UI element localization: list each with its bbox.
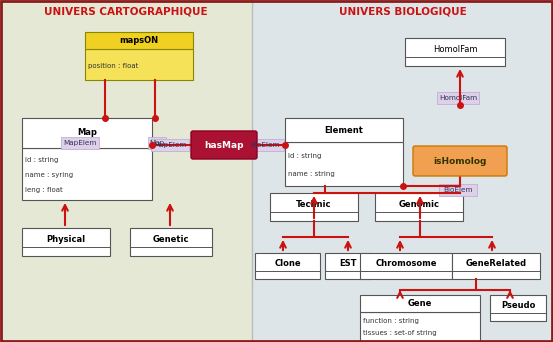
Text: Genetic: Genetic	[153, 235, 189, 244]
Bar	[61, 137, 99, 149]
Bar	[360, 295, 480, 312]
Bar	[452, 253, 540, 279]
Bar	[246, 139, 284, 151]
Bar	[360, 253, 452, 279]
Bar	[151, 139, 189, 151]
Text: HomolFam: HomolFam	[433, 45, 477, 54]
Bar	[255, 253, 320, 279]
Text: GeneRelated: GeneRelated	[466, 259, 526, 268]
Bar	[85, 49, 193, 80]
Bar	[439, 184, 477, 196]
Text: BioElem: BioElem	[251, 142, 280, 148]
Text: name : syring: name : syring	[25, 171, 73, 177]
Bar	[325, 253, 370, 279]
Text: EST: EST	[339, 259, 356, 268]
Text: tissues : set-of string: tissues : set-of string	[363, 330, 437, 336]
Text: MapElem: MapElem	[63, 140, 97, 146]
Bar	[22, 118, 152, 147]
Bar	[0, 0, 252, 342]
Text: Element: Element	[325, 126, 363, 135]
Text: Clone: Clone	[274, 259, 301, 268]
Bar	[130, 228, 212, 256]
Bar	[490, 295, 546, 321]
FancyBboxPatch shape	[191, 131, 257, 159]
Text: Pseudo: Pseudo	[501, 301, 535, 310]
Text: mapsON: mapsON	[119, 36, 159, 45]
Text: Id : string: Id : string	[25, 157, 59, 162]
Bar	[22, 228, 110, 256]
Bar	[270, 193, 358, 221]
FancyBboxPatch shape	[413, 146, 507, 176]
Text: HomolFam: HomolFam	[439, 95, 477, 101]
Text: isHomolog: isHomolog	[434, 157, 487, 166]
Bar	[22, 147, 152, 200]
Bar	[85, 32, 193, 49]
Bar	[375, 193, 463, 221]
Text: Id : string: Id : string	[288, 154, 321, 159]
Text: MapElem: MapElem	[153, 142, 187, 148]
Bar	[285, 143, 403, 186]
Text: Map: Map	[149, 140, 165, 146]
Text: function : string: function : string	[363, 318, 419, 324]
Text: Gene: Gene	[408, 299, 432, 308]
Text: BioElem: BioElem	[444, 187, 473, 193]
Text: position : float: position : float	[88, 63, 138, 69]
Text: UNIVERS BIOLOGIQUE: UNIVERS BIOLOGIQUE	[338, 7, 466, 17]
Text: Map: Map	[77, 128, 97, 137]
Text: Genomic: Genomic	[399, 200, 440, 209]
Bar	[148, 137, 166, 149]
Text: Physical: Physical	[46, 235, 86, 244]
Text: name : string: name : string	[288, 171, 335, 177]
Bar	[252, 0, 553, 342]
Text: UNIVERS CARTOGRAPHIQUE: UNIVERS CARTOGRAPHIQUE	[44, 7, 208, 17]
Bar	[405, 38, 505, 66]
Bar	[437, 92, 479, 104]
Text: Chromosome: Chromosome	[375, 259, 437, 268]
Text: leng : float: leng : float	[25, 186, 62, 193]
Bar	[285, 118, 403, 143]
Text: hasMap: hasMap	[204, 141, 244, 149]
Bar	[360, 312, 480, 341]
Text: Technic: Technic	[296, 200, 332, 209]
